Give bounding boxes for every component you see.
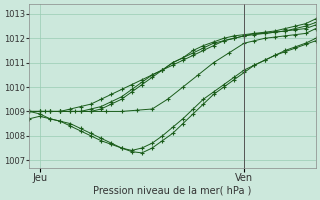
X-axis label: Pression niveau de la mer( hPa ): Pression niveau de la mer( hPa ) (93, 186, 252, 196)
